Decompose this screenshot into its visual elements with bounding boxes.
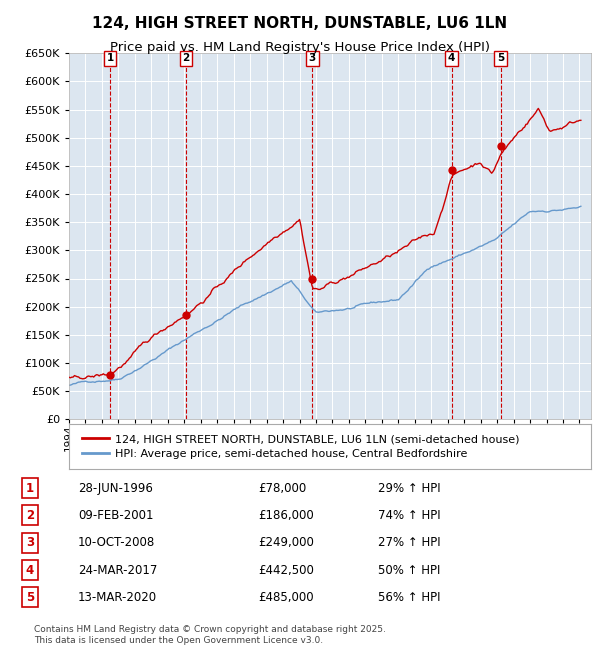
Text: £442,500: £442,500: [258, 564, 314, 577]
Text: £485,000: £485,000: [258, 591, 314, 604]
Text: 13-MAR-2020: 13-MAR-2020: [78, 591, 157, 604]
Text: 50% ↑ HPI: 50% ↑ HPI: [378, 564, 440, 577]
Text: 2: 2: [182, 53, 190, 63]
Text: 09-FEB-2001: 09-FEB-2001: [78, 509, 154, 522]
Text: 3: 3: [26, 536, 34, 549]
Text: Contains HM Land Registry data © Crown copyright and database right 2025.
This d: Contains HM Land Registry data © Crown c…: [35, 625, 386, 645]
Text: 1: 1: [107, 53, 114, 63]
Text: 124, HIGH STREET NORTH, DUNSTABLE, LU6 1LN: 124, HIGH STREET NORTH, DUNSTABLE, LU6 1…: [92, 16, 508, 31]
Legend: 124, HIGH STREET NORTH, DUNSTABLE, LU6 1LN (semi-detached house), HPI: Average p: 124, HIGH STREET NORTH, DUNSTABLE, LU6 1…: [77, 430, 524, 463]
Text: 28-JUN-1996: 28-JUN-1996: [78, 482, 153, 495]
Text: 27% ↑ HPI: 27% ↑ HPI: [378, 536, 440, 549]
Text: 3: 3: [309, 53, 316, 63]
Text: £78,000: £78,000: [258, 482, 306, 495]
Text: 56% ↑ HPI: 56% ↑ HPI: [378, 591, 440, 604]
Text: 4: 4: [448, 53, 455, 63]
Text: £249,000: £249,000: [258, 536, 314, 549]
Text: 29% ↑ HPI: 29% ↑ HPI: [378, 482, 440, 495]
Text: £186,000: £186,000: [258, 509, 314, 522]
Text: 5: 5: [26, 591, 34, 604]
Text: 2: 2: [26, 509, 34, 522]
Text: 10-OCT-2008: 10-OCT-2008: [78, 536, 155, 549]
Text: 5: 5: [497, 53, 504, 63]
Text: 1: 1: [26, 482, 34, 495]
Text: 24-MAR-2017: 24-MAR-2017: [78, 564, 157, 577]
Text: 4: 4: [26, 564, 34, 577]
Text: 74% ↑ HPI: 74% ↑ HPI: [378, 509, 440, 522]
Text: Price paid vs. HM Land Registry's House Price Index (HPI): Price paid vs. HM Land Registry's House …: [110, 41, 490, 54]
